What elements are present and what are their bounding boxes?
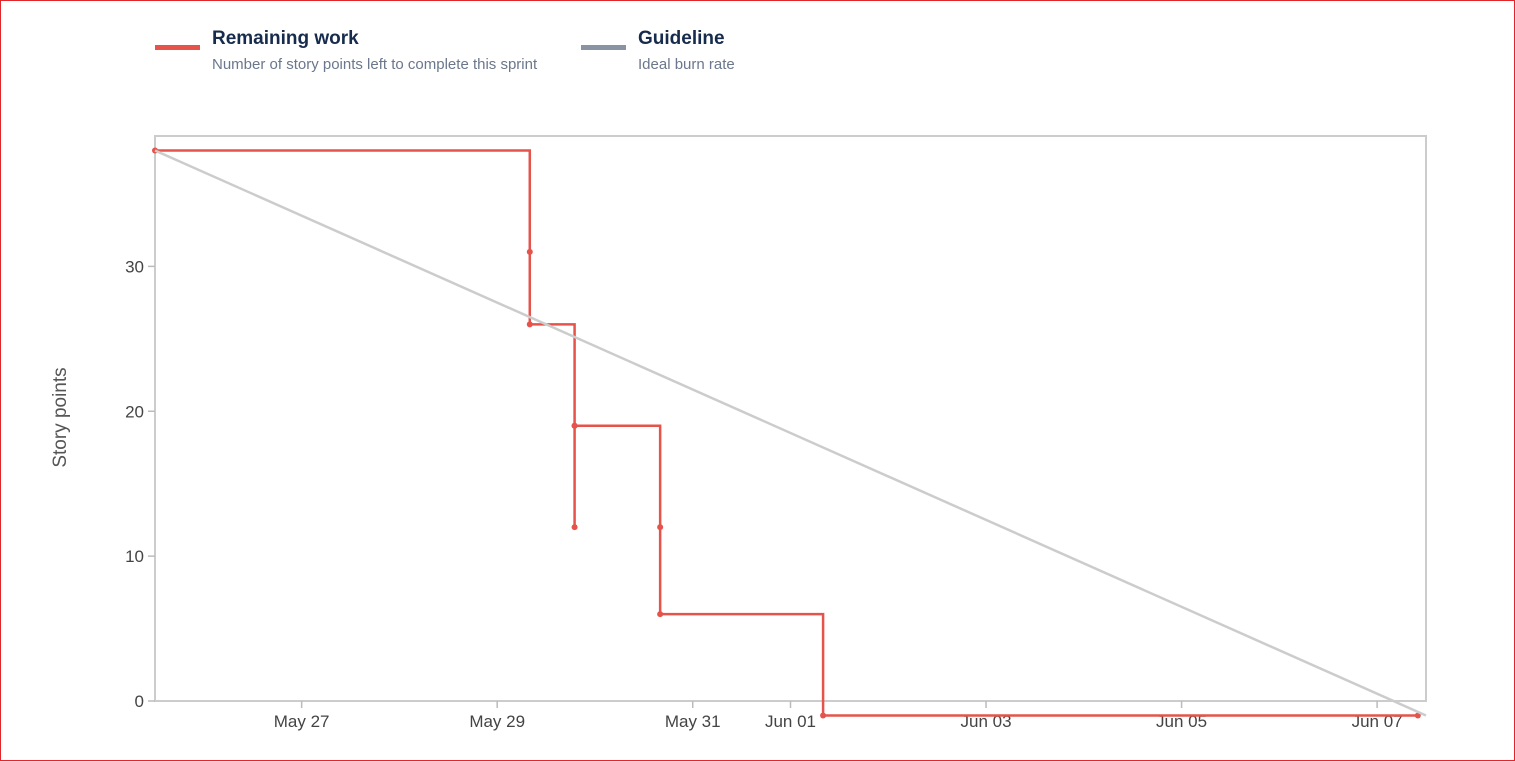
data-point-remaining-work (657, 524, 664, 531)
x-tick-label: May 29 (469, 712, 525, 731)
data-point-remaining-work (571, 422, 578, 429)
x-tick-label: Jun 07 (1352, 712, 1403, 731)
x-tick-label: May 27 (274, 712, 330, 731)
x-tick-label: Jun 03 (961, 712, 1012, 731)
legend-title-guideline: Guideline (638, 28, 725, 49)
y-tick-label: 20 (125, 402, 144, 421)
y-axis-title: Story points (50, 367, 71, 467)
y-tick-label: 10 (125, 547, 144, 566)
data-point-remaining-work (571, 524, 578, 531)
y-tick-label: 30 (125, 257, 144, 276)
x-tick-label: Jun 05 (1156, 712, 1207, 731)
x-tick-label: May 31 (665, 712, 721, 731)
y-tick-label: 0 (135, 692, 144, 711)
data-point-remaining-work (526, 248, 533, 255)
series-line-guideline (154, 149, 1427, 717)
data-point-remaining-work (1414, 712, 1421, 719)
series-line-remaining-work (155, 149, 1418, 717)
legend-description-remaining-work: Number of story points left to complete … (212, 56, 538, 73)
legend-title-remaining-work: Remaining work (212, 28, 359, 49)
data-point-remaining-work (820, 712, 827, 719)
legend-swatch-guideline (581, 45, 626, 50)
legend-swatch-remaining-work (155, 45, 200, 50)
data-point-remaining-work (526, 321, 533, 328)
plot-area-border (154, 135, 1427, 702)
x-tick-label: Jun 01 (765, 712, 816, 731)
data-point-remaining-work (657, 611, 664, 618)
legend-description-guideline: Ideal burn rate (638, 56, 735, 73)
